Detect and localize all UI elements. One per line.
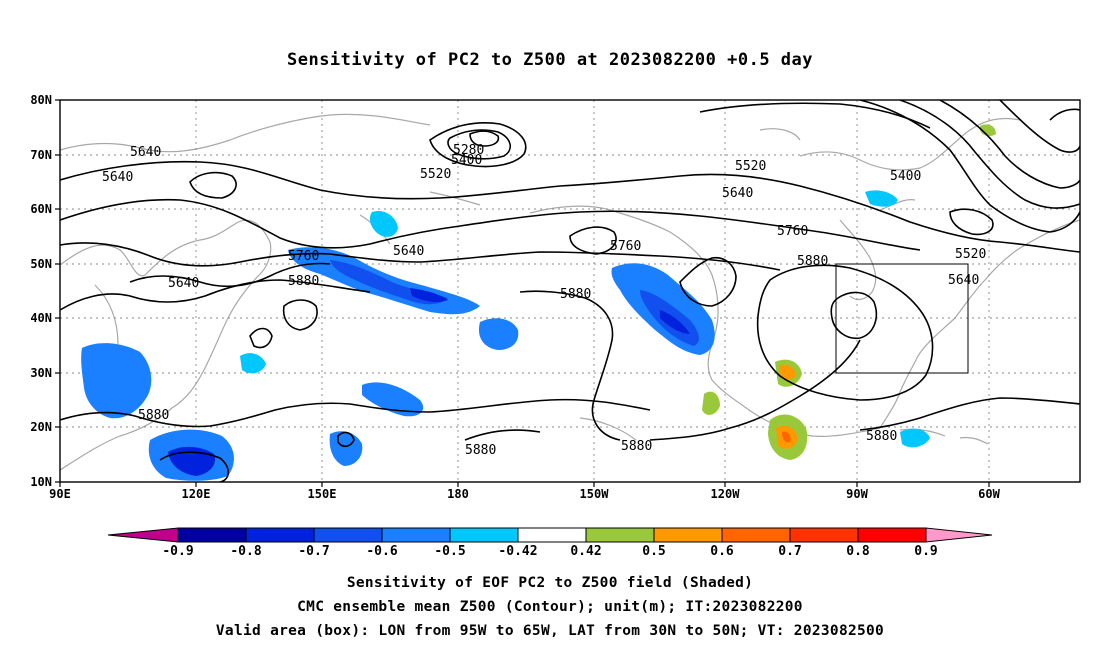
colorbar-swatch (177, 527, 247, 543)
shading-nw-pacific-max (410, 288, 448, 303)
contour-label: 5400 (451, 153, 482, 168)
lon-label-60w: 60W (978, 487, 1000, 501)
contour-label: 5520 (735, 159, 766, 174)
lon-label-150w: 150W (579, 487, 609, 501)
contour-label: 5880 (288, 274, 319, 289)
colorbar-swatch (653, 527, 723, 543)
lon-label-180: 180 (447, 487, 469, 501)
contour-label: 5400 (890, 169, 921, 184)
colorbar-label: -0.6 (366, 544, 398, 559)
colorbar-label: -0.5 (434, 544, 466, 559)
shading-pos-3 (702, 391, 720, 415)
contour-label: 5520 (955, 247, 986, 262)
colorbar-swatch (585, 527, 655, 543)
lat-label-60n: 60N (30, 202, 52, 216)
contour-label: 5880 (866, 429, 897, 444)
colorbar-swatch (517, 527, 587, 543)
caption-contour: CMC ensemble mean Z500 (Contour); unit(m… (297, 599, 803, 615)
shading-pos-1-max (782, 431, 791, 443)
lat-label-30n: 30N (30, 366, 52, 380)
lat-label-70n: 70N (30, 148, 52, 162)
contour-label: 5520 (420, 167, 451, 182)
colorbar (107, 527, 993, 543)
colorbar-swatch (245, 527, 315, 543)
contour-label: 5880 (560, 287, 591, 302)
contour-label: 5880 (797, 254, 828, 269)
shading-small-3 (865, 190, 898, 207)
colorbar-label: 0.42 (570, 544, 602, 559)
lat-label-50n: 50N (30, 257, 52, 271)
shading-west-pacific (81, 343, 152, 419)
contour-label: 5640 (393, 244, 424, 259)
lat-label-20n: 20N (30, 420, 52, 434)
colorbar-swatch (857, 527, 927, 543)
lon-label-120w: 120W (710, 487, 740, 501)
shading-small-2 (369, 210, 398, 237)
contour-label: 5640 (168, 276, 199, 291)
colorbar-swatch (721, 527, 791, 543)
caption-shading: Sensitivity of EOF PC2 to Z500 field (Sh… (346, 575, 754, 591)
z500-contours (60, 100, 1080, 482)
colorbar-extend-left (107, 527, 179, 543)
shading-small-4 (900, 428, 930, 448)
lon-label-120e: 120E (181, 487, 211, 501)
colorbar-label: 0.8 (846, 544, 870, 559)
colorbar-label: -0.7 (298, 544, 330, 559)
map-frame (59, 99, 1081, 483)
colorbar-swatch (313, 527, 383, 543)
map-frame-bg (60, 100, 1080, 482)
contour-label: 5640 (130, 145, 161, 160)
contour-label: 5280 (453, 143, 484, 158)
contour-label: 5640 (948, 273, 979, 288)
contour-label: 5760 (288, 249, 319, 264)
contour-label: 5880 (465, 443, 496, 458)
colorbar-swatch (789, 527, 859, 543)
contour-label: 5640 (722, 186, 753, 201)
colorbar-label: -0.8 (230, 544, 262, 559)
colorbar-swatch (449, 527, 519, 543)
shading-subtropical-w (362, 382, 424, 417)
contour-label: 5760 (777, 224, 808, 239)
shading-small-5 (240, 353, 266, 374)
lon-label-90w: 90W (846, 487, 868, 501)
lon-label-150e: 150E (307, 487, 337, 501)
colorbar-extend-right (925, 527, 993, 543)
lat-label-80n: 80N (30, 93, 52, 107)
axis-ticks (55, 99, 990, 487)
colorbar-label: -0.9 (162, 544, 194, 559)
lat-label-40n: 40N (30, 311, 52, 325)
colorbar-swatch (381, 527, 451, 543)
shading-philippine-core (168, 446, 216, 476)
lon-label-90e: 90E (49, 487, 71, 501)
colorbar-label: -0.42 (498, 544, 538, 559)
valid-area-box (835, 263, 969, 374)
colorbar-label: 0.5 (642, 544, 666, 559)
shading-ne-pacific-max (660, 310, 690, 334)
map-title: Sensitivity of PC2 to Z500 at 2023082200… (286, 50, 813, 70)
colorbar-label: 0.6 (710, 544, 734, 559)
contour-labels: 5640 5640 5640 5280 5400 5520 5520 5640 … (102, 143, 986, 458)
contour-label: 5880 (138, 408, 169, 423)
caption-valid-area: Valid area (box): LON from 95W to 65W, L… (215, 623, 885, 639)
lat-label-10n: 10N (30, 475, 52, 489)
colorbar-label: 0.9 (914, 544, 938, 559)
shading-pos-2-core (779, 364, 796, 380)
colorbar-label: 0.7 (778, 544, 802, 559)
shading-central-pacific (478, 318, 519, 350)
contour-label: 5880 (621, 439, 652, 454)
contour-label: 5760 (610, 239, 641, 254)
contour-label: 5640 (102, 170, 133, 185)
